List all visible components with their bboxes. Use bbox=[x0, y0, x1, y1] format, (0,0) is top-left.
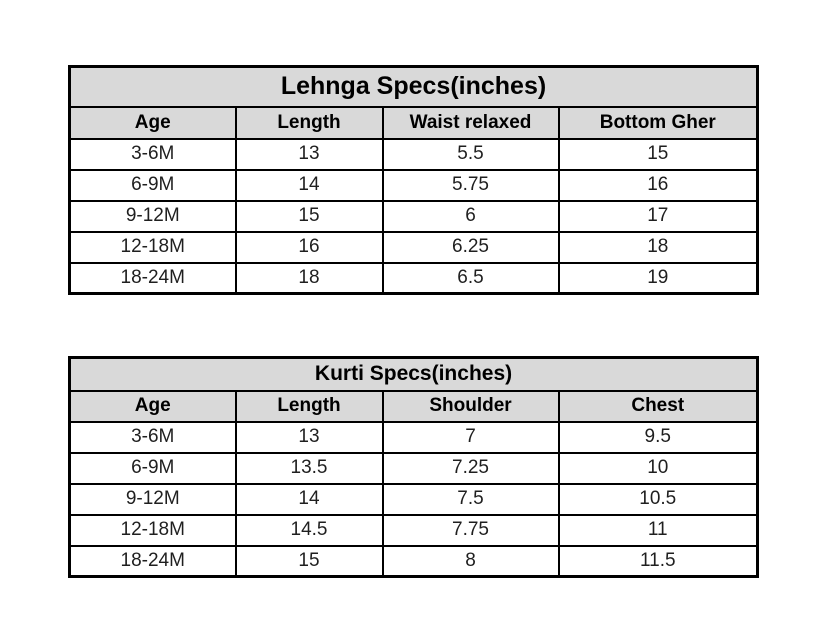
table-cell: 5.75 bbox=[381, 168, 560, 202]
table-cell: 16 bbox=[557, 168, 759, 202]
table-cell: 18 bbox=[234, 261, 384, 295]
column-header-age: Age bbox=[68, 105, 237, 140]
table-cell: 6.5 bbox=[381, 261, 560, 295]
column-header-length: Length bbox=[234, 105, 384, 140]
table-header-row: Age Length Waist relaxed Bottom Gher bbox=[68, 105, 759, 140]
table-cell: 7.75 bbox=[381, 513, 560, 547]
table-cell: 17 bbox=[557, 199, 759, 233]
table-row: 6-9M 14 5.75 16 bbox=[68, 168, 759, 202]
table-cell: 13 bbox=[234, 420, 384, 454]
table-cell: 15 bbox=[234, 544, 384, 578]
table-cell: 18-24M bbox=[68, 544, 237, 578]
table-row: 18-24M 18 6.5 19 bbox=[68, 261, 759, 295]
column-header-shoulder: Shoulder bbox=[381, 389, 560, 423]
table-title: Lehnga Specs(inches) bbox=[68, 65, 759, 108]
table-cell: 7 bbox=[381, 420, 560, 454]
table-cell: 14 bbox=[234, 168, 384, 202]
table-row: 9-12M 15 6 17 bbox=[68, 199, 759, 233]
table-row: 3-6M 13 5.5 15 bbox=[68, 137, 759, 171]
kurti-specs-table: Kurti Specs(inches) Age Length Shoulder … bbox=[68, 356, 760, 578]
table-cell: 14 bbox=[234, 482, 384, 516]
table-title-row: Lehnga Specs(inches) bbox=[68, 65, 759, 108]
table-cell: 6-9M bbox=[68, 168, 237, 202]
lehnga-specs-table: Lehnga Specs(inches) Age Length Waist re… bbox=[68, 65, 760, 295]
table-cell: 3-6M bbox=[68, 137, 237, 171]
table-cell: 12-18M bbox=[68, 513, 237, 547]
table-cell: 6.25 bbox=[381, 230, 560, 264]
column-header-bottom-gher: Bottom Gher bbox=[557, 105, 759, 140]
table-cell: 11 bbox=[557, 513, 759, 547]
table-title-row: Kurti Specs(inches) bbox=[68, 356, 759, 392]
table-cell: 10 bbox=[557, 451, 759, 485]
table-cell: 6 bbox=[381, 199, 560, 233]
table-header-row: Age Length Shoulder Chest bbox=[68, 389, 759, 423]
table-cell: 8 bbox=[381, 544, 560, 578]
column-header-age: Age bbox=[68, 389, 237, 423]
table-cell: 12-18M bbox=[68, 230, 237, 264]
table-cell: 9-12M bbox=[68, 199, 237, 233]
table-row: 9-12M 14 7.5 10.5 bbox=[68, 482, 759, 516]
table-cell: 7.25 bbox=[381, 451, 560, 485]
table-row: 6-9M 13.5 7.25 10 bbox=[68, 451, 759, 485]
table-cell: 18 bbox=[557, 230, 759, 264]
table-row: 12-18M 16 6.25 18 bbox=[68, 230, 759, 264]
table-cell: 15 bbox=[234, 199, 384, 233]
table-cell: 7.5 bbox=[381, 482, 560, 516]
table-cell: 10.5 bbox=[557, 482, 759, 516]
column-header-chest: Chest bbox=[557, 389, 759, 423]
column-header-waist-relaxed: Waist relaxed bbox=[381, 105, 560, 140]
table-cell: 14.5 bbox=[234, 513, 384, 547]
table-title: Kurti Specs(inches) bbox=[68, 356, 759, 392]
table-row: 3-6M 13 7 9.5 bbox=[68, 420, 759, 454]
table-cell: 5.5 bbox=[381, 137, 560, 171]
column-header-length: Length bbox=[234, 389, 384, 423]
table-row: 18-24M 15 8 11.5 bbox=[68, 544, 759, 578]
table-cell: 18-24M bbox=[68, 261, 237, 295]
table-cell: 13 bbox=[234, 137, 384, 171]
table-cell: 3-6M bbox=[68, 420, 237, 454]
table-row: 12-18M 14.5 7.75 11 bbox=[68, 513, 759, 547]
table-cell: 15 bbox=[557, 137, 759, 171]
table-cell: 13.5 bbox=[234, 451, 384, 485]
table-cell: 19 bbox=[557, 261, 759, 295]
table-cell: 9.5 bbox=[557, 420, 759, 454]
table-cell: 9-12M bbox=[68, 482, 237, 516]
table-cell: 16 bbox=[234, 230, 384, 264]
table-cell: 6-9M bbox=[68, 451, 237, 485]
table-cell: 11.5 bbox=[557, 544, 759, 578]
